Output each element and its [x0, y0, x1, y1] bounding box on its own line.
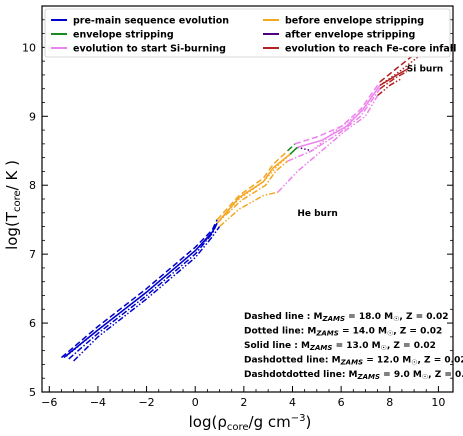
series-solid-segment: [379, 67, 410, 86]
series-layer: [61, 39, 434, 362]
mass-note: Dotted line: MZAMS = 14.0 M☉, Z = 0.02: [244, 327, 442, 338]
series-dashed-segment: [287, 143, 296, 152]
legend-box: [44, 8, 451, 58]
series-dashdot-segment: [379, 70, 408, 90]
y-tick-label: 5: [29, 386, 36, 399]
series-dashed-segment: [216, 150, 289, 221]
legend: pre-main sequence evolution before envelo…: [44, 8, 456, 58]
legend-label: before envelope stripping: [285, 16, 424, 27]
series-dotted-segment: [379, 46, 432, 86]
series-dashdotdot-segment: [219, 191, 279, 228]
series-dashdot-segment: [216, 160, 289, 224]
y-tick-label: 10: [22, 41, 36, 54]
legend-label: envelope stripping: [73, 30, 174, 41]
annotation-label: He burn: [297, 209, 337, 219]
series-dashed-segment: [61, 219, 218, 359]
series-dotted-segment: [65, 222, 218, 357]
tick-layer: −6 −4 −2 0 2 4 6 8 10 5 6 7 8 9 10: [22, 19, 453, 409]
x-axis-label: log(ρcore/g cm−3): [189, 413, 312, 433]
series-solid-segment: [297, 84, 381, 149]
y-tick-label: 6: [29, 317, 36, 330]
legend-label: pre-main sequence evolution: [73, 16, 229, 27]
x-tick-label: 6: [338, 396, 345, 409]
mass-note: Solid line : MZAMS = 13.0 M☉, Z = 0.02: [244, 341, 436, 352]
x-tick-label: −4: [90, 396, 106, 409]
x-tick-label: 0: [192, 396, 199, 409]
legend-label: evolution to reach Fe-core infall: [285, 44, 456, 55]
series-dashdot-segment: [287, 88, 381, 162]
series-dashdot-segment: [68, 222, 218, 360]
series-solid-segment: [289, 146, 298, 155]
series-dashdotdot-segment: [377, 77, 403, 97]
x-tick-label: 10: [431, 396, 445, 409]
y-tick-label: 9: [29, 110, 36, 123]
legend-label: evolution to start Si-burning: [73, 44, 226, 55]
series-solid-segment: [216, 153, 291, 224]
annotation-label: Si burn: [407, 64, 443, 74]
mass-note: Dashdotdotted line: MZAMS = 9.0 M☉, Z = …: [244, 370, 463, 381]
x-tick-label: −6: [41, 396, 57, 409]
legend-items: pre-main sequence evolution before envelo…: [51, 16, 456, 55]
annotation-layer: Si burn He burn: [297, 64, 443, 219]
series-dashed-segment: [294, 81, 381, 145]
series-dashdotdot-segment: [277, 95, 379, 193]
x-tick-label: 4: [289, 396, 296, 409]
series-dotted-segment: [297, 146, 313, 152]
y-tick-label: 7: [29, 248, 36, 261]
legend-label: after envelope stripping: [285, 30, 415, 41]
mass-note: Dashed line : MZAMS = 18.0 M☉, Z = 0.02: [244, 312, 449, 323]
mass-note: Dashdotted line: MZAMS = 12.0 M☉, Z = 0.…: [244, 356, 463, 367]
x-tick-label: 8: [386, 396, 393, 409]
x-tick-label: −2: [138, 396, 154, 409]
notes-layer: Dashed line : MZAMS = 18.0 M☉, Z = 0.02 D…: [244, 312, 463, 381]
x-tick-label: 2: [240, 396, 247, 409]
y-tick-label: 8: [29, 179, 36, 192]
y-axis-label: log(Tcore/ K ): [3, 160, 23, 250]
series-solid-segment: [63, 222, 218, 359]
series-dashdotdot-segment: [73, 226, 221, 362]
